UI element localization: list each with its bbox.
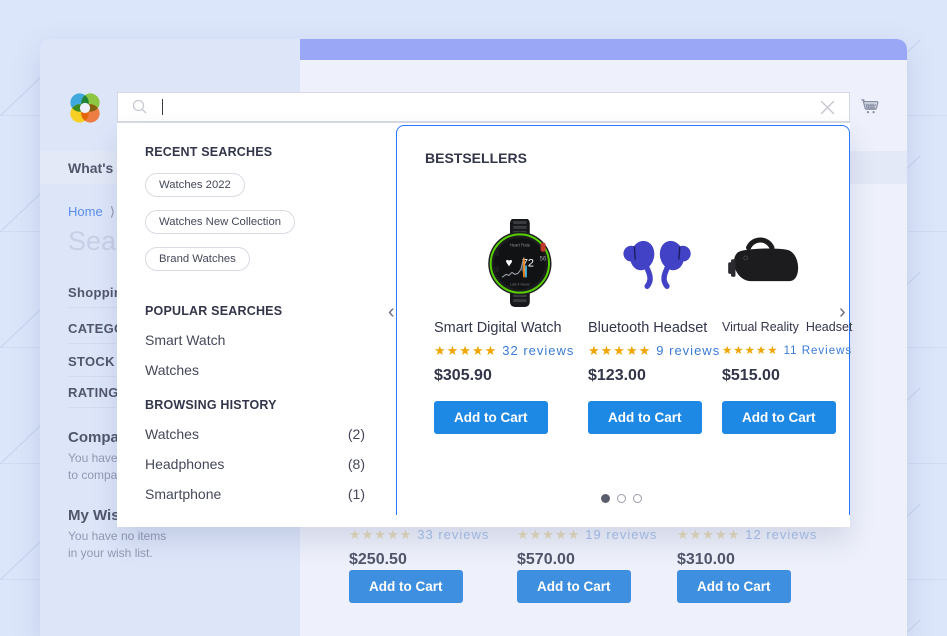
svg-text:56: 56 (540, 257, 547, 263)
svg-text:♥: ♥ (505, 255, 512, 269)
svg-text:Heart Rate: Heart Rate (510, 243, 531, 248)
svg-text:Last 4 Hours: Last 4 Hours (510, 282, 530, 286)
